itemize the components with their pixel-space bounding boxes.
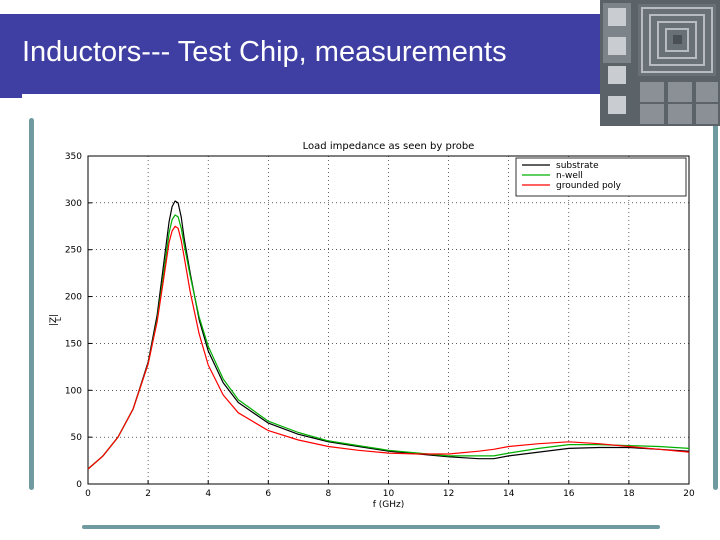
x-tick-label: 18 [623,489,635,499]
y-axis-label-subscript: L [55,317,63,321]
x-axis-label: f (GHz) [373,500,405,510]
x-tick-label: 4 [205,489,211,499]
x-tick-label: 10 [383,489,395,499]
right-decorative-rule [713,118,718,490]
legend-label: substrate [556,161,599,171]
series-line-substrate [87,200,690,470]
y-tick-label: 0 [76,480,82,490]
x-tick-label: 0 [85,489,91,499]
bottom-decorative-rule [82,525,660,529]
y-tick-label: 200 [65,293,82,303]
legend-label: n-well [556,171,583,181]
x-tick-label: 2 [145,489,151,499]
y-axis-label-group: |Z| L [49,314,63,326]
legend-label: grounded poly [556,181,622,191]
y-axis-label: |Z| [49,314,59,326]
y-tick-label: 300 [65,199,82,209]
x-tick-label: 16 [563,489,575,499]
y-tick-label: 350 [65,152,82,162]
left-decorative-rule [29,118,34,490]
y-tick-label: 100 [65,386,82,396]
y-tick-label: 250 [65,246,82,256]
chart-gridlines [88,156,689,484]
legend-box [515,157,687,197]
title-bar [0,14,605,98]
x-tick-label: 8 [326,489,332,499]
series-line-grounded-poly [87,225,690,470]
chart-title: Load impedance as seen by probe [303,141,475,152]
x-tick-label: 12 [443,489,454,499]
spiral-inductor-chip-photo-icon [600,0,720,126]
x-tick-label: 20 [683,489,695,499]
series-line-n-well [87,214,690,470]
x-tick-label: 6 [265,489,271,499]
chart-series-layer [87,200,690,470]
x-tick-label: 14 [503,489,515,499]
slide-title: Inductors--- Test Chip, measurements [22,36,507,68]
y-tick-label: 150 [65,339,82,349]
y-tick-label: 50 [71,433,83,443]
